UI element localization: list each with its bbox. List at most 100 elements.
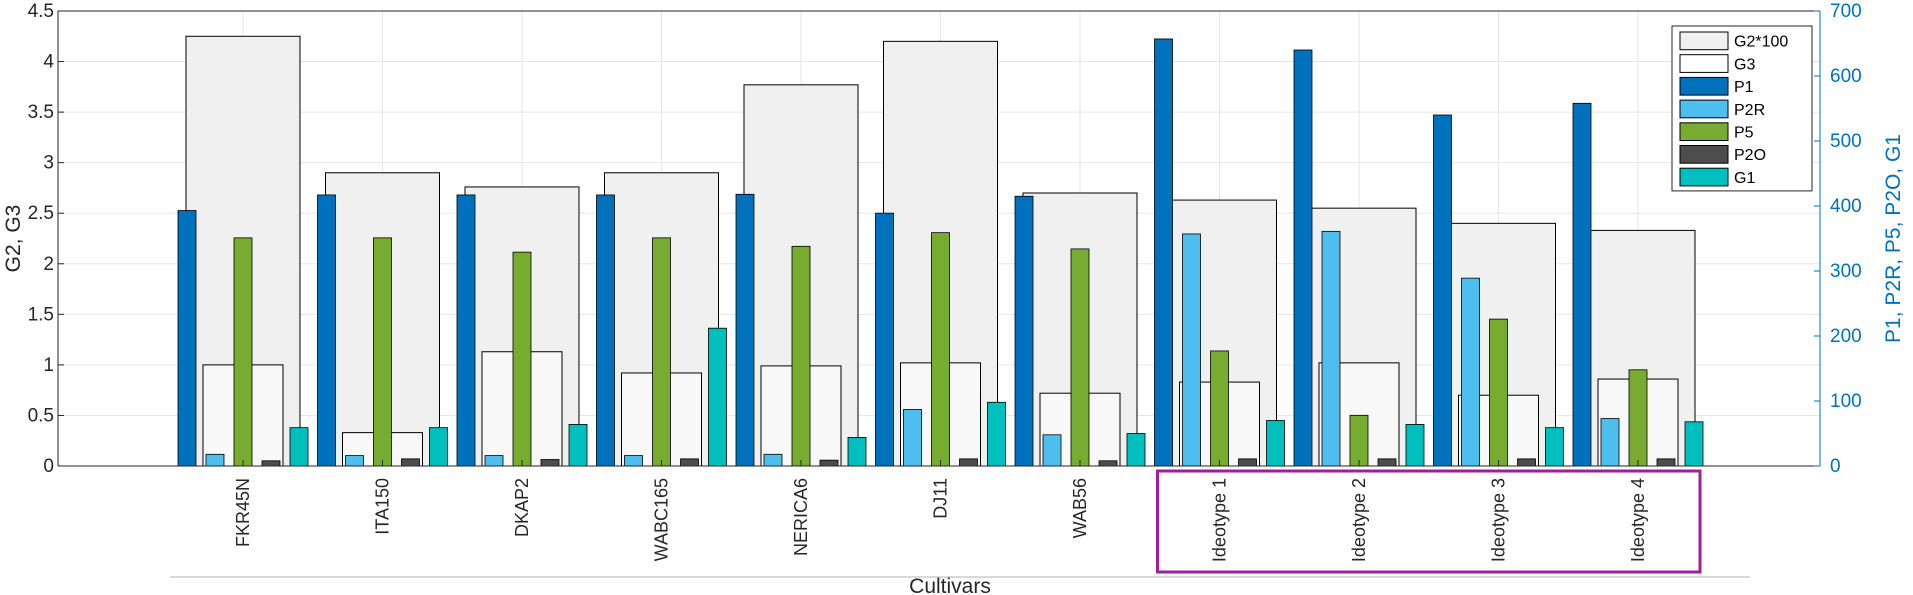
legend-swatch	[1679, 99, 1729, 119]
bar-p2r	[1600, 418, 1620, 467]
bar-p2r	[763, 453, 783, 467]
bar-p1	[1154, 38, 1173, 467]
bar-p2o	[540, 459, 560, 467]
category-label: Ideotype 4	[1628, 478, 1648, 562]
left-tick-label: 1.5	[28, 304, 54, 325]
bar-g1	[1266, 420, 1285, 467]
category-label: NERICA6	[791, 478, 811, 556]
category-label: DJ11	[931, 478, 951, 519]
bar-p5	[1628, 369, 1648, 467]
bar-p2r	[1461, 277, 1480, 467]
legend-swatch	[1679, 145, 1729, 164]
bar-p2o	[1238, 458, 1257, 467]
bar-p2r	[1182, 233, 1201, 467]
bar-p2o	[1656, 458, 1676, 467]
right-tick-label: 200	[1830, 326, 1862, 347]
bar-p5	[791, 245, 811, 467]
left-tick-label: 3	[43, 153, 54, 174]
bar-p2r	[205, 453, 225, 467]
left-tick-label: 2	[43, 254, 54, 275]
left-tick-label: 4	[43, 52, 54, 73]
bar-g1	[289, 427, 309, 467]
bar-p2o	[401, 458, 420, 467]
category-label: WAB56	[1070, 478, 1090, 538]
bar-g1	[987, 401, 1006, 467]
bar-p5	[233, 237, 253, 467]
bar-p5	[1349, 414, 1369, 467]
bar-p2r	[1321, 230, 1341, 467]
category-label: Ideotype 3	[1489, 478, 1509, 562]
left-y-axis-title: G2, G3	[2, 205, 25, 273]
bar-g1	[708, 327, 727, 467]
bar-p5	[373, 237, 392, 467]
bars	[177, 35, 1704, 467]
right-tick-label: 500	[1830, 131, 1862, 152]
right-tick-label: 0	[1830, 456, 1841, 477]
left-tick-label: 2.5	[28, 203, 54, 224]
bar-p2o	[680, 458, 699, 467]
bar-g1	[1126, 433, 1146, 467]
left-tick-label: 3.5	[28, 102, 54, 123]
left-tick-label: 4.5	[28, 1, 54, 22]
axes	[57, 10, 1821, 467]
right-tick-label: 300	[1830, 261, 1862, 282]
legend-label: P2R	[1734, 102, 1765, 119]
bar-p5	[1070, 248, 1090, 467]
bar-p5	[931, 232, 950, 467]
bar-p2o	[959, 458, 978, 467]
category-label: ITA150	[373, 478, 393, 535]
legend: G2*100 G3 P1 P2R P5 P2O G1	[1671, 25, 1813, 192]
legend-swatch	[1679, 31, 1729, 51]
category-label: Ideotype 2	[1349, 478, 1369, 562]
category-label: WABC165	[652, 478, 672, 561]
bar-g1	[568, 423, 588, 467]
bar-p5	[1489, 318, 1508, 467]
bar-p2r	[484, 455, 504, 467]
bar-g1	[1684, 421, 1704, 467]
right-y-axis-title: P1, P2R, P5, P2O, G1	[1882, 134, 1905, 343]
bar-p1	[875, 212, 894, 467]
right-tick-label: 100	[1830, 391, 1862, 412]
category-label: FKR45N	[233, 478, 253, 547]
bar-p1	[1572, 102, 1592, 467]
legend-label: P2O	[1734, 147, 1766, 164]
bar-p2r	[345, 455, 364, 467]
left-tick-label: 0	[43, 456, 54, 477]
bar-p2r	[903, 409, 922, 467]
bar-p1	[177, 210, 197, 467]
legend-swatch	[1679, 54, 1729, 73]
bar-p1	[1293, 49, 1313, 467]
bar-g1	[1545, 427, 1564, 467]
bar-p2r	[624, 455, 643, 467]
bar-p1	[1433, 114, 1452, 467]
legend-label: G1	[1734, 170, 1755, 187]
bar-p1	[317, 194, 336, 467]
legend-label: P5	[1734, 125, 1754, 142]
bar-p2o	[261, 460, 281, 467]
category-label: DKAP2	[512, 478, 532, 537]
bar-p5	[652, 237, 671, 467]
bar-p1	[735, 193, 755, 467]
right-tick-label: 700	[1830, 1, 1862, 22]
bar-p1	[1014, 195, 1034, 467]
x-axis-title: Cultivars	[909, 575, 991, 595]
bar-g1	[429, 427, 448, 467]
left-tick-label: 0.5	[28, 405, 54, 426]
bar-p5	[512, 251, 532, 467]
right-tick-label: 600	[1830, 66, 1862, 87]
bar-p1	[456, 194, 476, 467]
legend-swatch	[1679, 76, 1729, 96]
right-tick-label: 400	[1830, 196, 1862, 217]
tick-labels: 0 0.5 1 1.5 2 2.5 3 3.5 4 4.5 0 100 200 300 400 500 600 7…	[28, 1, 1862, 562]
bar-p2o	[1377, 458, 1397, 467]
ideotype-highlight-box	[1156, 469, 1702, 574]
bar-p2r	[1042, 434, 1062, 467]
bar-p2o	[819, 459, 839, 467]
category-label: Ideotype 1	[1210, 478, 1230, 562]
legend-swatch	[1679, 122, 1729, 142]
legend-label: G2*100	[1734, 34, 1788, 51]
bar-p2o	[1098, 460, 1118, 467]
bar-g1	[1405, 423, 1425, 467]
bar-p5	[1210, 350, 1229, 467]
